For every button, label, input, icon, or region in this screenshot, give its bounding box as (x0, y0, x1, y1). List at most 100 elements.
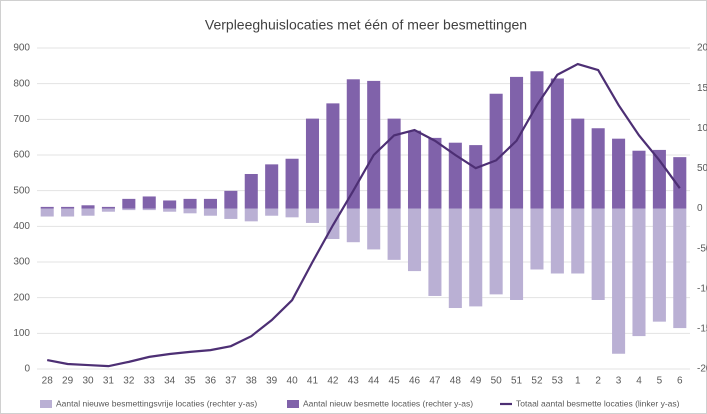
bar (265, 164, 279, 209)
bar (673, 157, 687, 209)
bar (163, 200, 177, 209)
bar (510, 76, 524, 209)
y2-tick-label: 100 (697, 123, 707, 134)
bar (183, 198, 197, 209)
bar (101, 208, 115, 212)
x-tick-label: 34 (164, 376, 176, 387)
y2-tick-label: -100 (697, 283, 707, 294)
bar (632, 208, 646, 337)
bar (346, 79, 360, 209)
bar (632, 150, 646, 209)
bar (40, 206, 54, 209)
bar (81, 205, 95, 209)
bar (61, 206, 75, 209)
x-tick-label: 43 (348, 376, 360, 387)
x-tick-label: 2 (595, 376, 601, 387)
bar (550, 208, 564, 274)
bar (81, 208, 95, 216)
bar (305, 208, 320, 223)
y2-tick-label: -200 (697, 364, 707, 375)
x-tick-label: 32 (123, 376, 135, 387)
bar (550, 78, 564, 209)
bar (163, 208, 177, 212)
y-tick-label: 700 (13, 114, 30, 125)
bar (530, 71, 544, 209)
y2-tick-label: 0 (697, 203, 703, 214)
x-tick-label: 5 (657, 376, 663, 387)
bar (489, 93, 503, 209)
bar (40, 208, 54, 217)
legend-label: Aantal nieuwe besmettingsvrije locaties … (56, 398, 257, 408)
bar (203, 198, 217, 209)
legend-swatch (287, 400, 299, 408)
bar (285, 208, 299, 218)
bar (673, 208, 687, 329)
bar (224, 190, 238, 209)
x-tick-label: 39 (266, 376, 278, 387)
x-tick-label: 31 (103, 376, 115, 387)
bar (530, 208, 544, 270)
bar (652, 208, 666, 322)
x-tick-label: 47 (429, 376, 441, 387)
bar (469, 208, 483, 307)
bar (265, 208, 279, 216)
x-tick-label: 49 (470, 376, 482, 387)
x-tick-label: 30 (82, 376, 94, 387)
x-tick-label: 38 (246, 376, 258, 387)
bar (612, 208, 626, 354)
y2-tick-label: -50 (697, 243, 707, 254)
x-tick-label: 52 (531, 376, 543, 387)
bar (591, 208, 605, 300)
bar (367, 208, 381, 250)
y-tick-label: 800 (13, 78, 30, 89)
y-tick-label: 200 (13, 292, 30, 303)
bar (407, 208, 422, 272)
bar (448, 142, 462, 209)
bar (387, 118, 401, 209)
x-tick-label: 3 (616, 376, 622, 387)
x-tick-label: 29 (62, 376, 74, 387)
x-tick-label: 6 (677, 376, 683, 387)
x-tick-label: 44 (368, 376, 380, 387)
bar (428, 208, 442, 296)
bar (387, 208, 401, 260)
x-tick-label: 4 (636, 376, 642, 387)
bar (244, 208, 258, 222)
bar (326, 103, 340, 209)
bar (469, 145, 483, 209)
bar (101, 206, 115, 209)
y-tick-label: 600 (13, 150, 30, 161)
x-tick-label: 50 (491, 376, 503, 387)
bar (61, 208, 75, 217)
x-tick-label: 41 (307, 376, 319, 387)
y2-tick-label: -150 (697, 324, 707, 335)
bar (407, 130, 422, 209)
bar (571, 118, 585, 209)
legend-label: Totaal aantal besmette locaties (linker … (516, 398, 680, 408)
legend-swatch (40, 400, 52, 408)
legend-label: Aantal nieuw besmette locaties (rechter … (303, 398, 473, 408)
bar (448, 208, 462, 309)
y2-tick-label: 150 (697, 83, 707, 94)
x-tick-label: 28 (42, 376, 54, 387)
x-tick-label: 36 (205, 376, 217, 387)
bar (612, 138, 626, 209)
x-tick-label: 42 (327, 376, 339, 387)
x-tick-label: 51 (511, 376, 523, 387)
line (46, 62, 681, 368)
y-tick-label: 500 (13, 185, 30, 196)
x-tick-label: 45 (389, 376, 401, 387)
y-tick-label: 900 (13, 43, 30, 54)
y2-tick-label: 50 (697, 163, 707, 174)
bar (122, 198, 136, 209)
y-tick-label: 0 (24, 364, 30, 375)
x-tick-label: 48 (450, 376, 462, 387)
bar (142, 196, 156, 209)
y-tick-label: 400 (13, 221, 30, 232)
y-tick-label: 300 (13, 257, 30, 268)
bar (428, 137, 442, 209)
x-tick-label: 53 (552, 376, 564, 387)
bar (183, 208, 197, 214)
